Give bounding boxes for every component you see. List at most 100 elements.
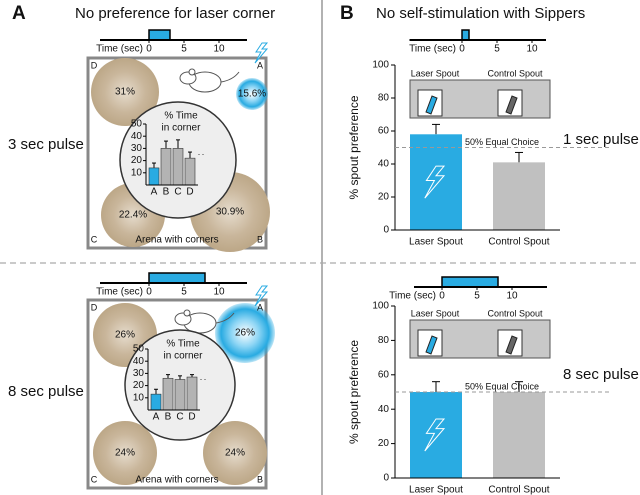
spout-label: Laser Spout [411, 308, 460, 318]
bar [160, 148, 172, 186]
bar [493, 162, 545, 230]
spout [505, 335, 518, 355]
y-tick-label: 60 [378, 126, 390, 137]
corner-percent: 24% [115, 448, 135, 459]
bar [410, 392, 462, 478]
y-tick-label: 20 [378, 192, 390, 203]
timeline-label: Time (sec) [409, 44, 456, 55]
x-tick-label: Laser Spout [409, 237, 463, 248]
spout [505, 95, 518, 115]
corner-letter: D [91, 302, 98, 312]
panel-letter: B [340, 3, 354, 24]
reference-label: 50% Equal Choice [465, 137, 539, 147]
y-tick-label: 10 [133, 392, 145, 403]
laser-bolt [254, 42, 269, 64]
inset-title: in corner [164, 351, 204, 362]
corner-zone [215, 303, 275, 363]
y-tick-label: 10 [131, 167, 143, 178]
y-tick-label: 60 [378, 369, 390, 380]
bar [162, 377, 174, 411]
spout [425, 335, 438, 355]
rat-ear [188, 68, 196, 76]
corner-percent: 31% [115, 87, 135, 98]
panel-title: No self-stimulation with Sippers [376, 5, 585, 22]
y-tick-label: 30 [133, 368, 145, 379]
corner-percent: 30.9% [216, 207, 244, 218]
y-tick-label: 20 [133, 380, 145, 391]
y-tick-label: 40 [133, 356, 145, 367]
x-tick-label: 5 [181, 287, 187, 298]
corner-zone [203, 421, 267, 485]
spout [425, 95, 438, 115]
bar [148, 167, 160, 186]
spout-label: Control Spout [487, 68, 543, 78]
x-tick-label: 10 [213, 44, 225, 55]
pulse-label: 8 sec pulse [8, 383, 84, 400]
laser-bolt [424, 165, 446, 199]
pulse [148, 29, 171, 41]
y-tick-label: 40 [131, 131, 143, 142]
rat-ear [183, 309, 191, 317]
y-tick-label: 40 [378, 404, 390, 415]
rat-tail [220, 71, 240, 83]
x-tick-label: B [163, 187, 170, 198]
inset-title: % Time [164, 111, 198, 122]
pulse [441, 276, 499, 288]
corner-percent: 24% [225, 448, 245, 459]
x-tick-label: Laser Spout [409, 485, 463, 495]
timeline-label: Time (sec) [96, 44, 143, 55]
x-tick-label: D [186, 187, 193, 198]
panel-letter: A [12, 3, 26, 24]
y-tick-label: 20 [131, 155, 143, 166]
panel-title: No preference for laser corner [75, 5, 275, 22]
x-tick-label: D [188, 412, 195, 423]
x-tick-label: B [165, 412, 172, 423]
y-tick-label: 100 [372, 301, 389, 312]
pulse-label: 1 sec pulse [563, 131, 639, 148]
bar [150, 393, 162, 411]
corner-zone [93, 421, 157, 485]
laser-bolt [424, 418, 446, 452]
bar [186, 376, 198, 411]
corner-percent: 22.4% [119, 210, 147, 221]
spout-label: Control Spout [487, 308, 543, 318]
arena-label: Arena with corners [135, 475, 218, 486]
corner-letter: D [91, 60, 98, 70]
bar [493, 392, 545, 478]
bar [174, 379, 186, 411]
y-tick-label: 40 [378, 159, 390, 170]
timeline-label: Time (sec) [96, 287, 143, 298]
arena-label: Arena with corners [135, 235, 218, 246]
y-axis-title: % spout preference [347, 95, 361, 199]
bar [172, 148, 184, 186]
x-tick-label: 0 [146, 44, 152, 55]
x-tick-label: 10 [213, 287, 225, 298]
x-tick-label: A [151, 187, 158, 198]
x-tick-label: Control Spout [488, 237, 549, 248]
y-tick-label: 20 [378, 438, 390, 449]
y-tick-label: 50 [131, 119, 143, 130]
corner-percent: 26% [115, 330, 135, 341]
y-tick-label: 50 [133, 344, 145, 355]
corner-zone [236, 78, 268, 110]
y-tick-label: 30 [131, 143, 143, 154]
y-tick-label: 0 [383, 473, 389, 484]
corner-percent: 26% [235, 328, 255, 339]
y-axis-title: % spout preference [347, 340, 361, 444]
x-tick-label: Control Spout [488, 485, 549, 495]
x-tick-label: 10 [506, 291, 518, 302]
corner-letter: C [91, 474, 98, 484]
timeline-label: Time (sec) [389, 291, 436, 302]
pulse-label: 3 sec pulse [8, 136, 84, 153]
x-tick-label: 0 [146, 287, 152, 298]
corner-zone [91, 58, 159, 126]
pulse [461, 29, 470, 41]
y-tick-label: 0 [383, 225, 389, 236]
y-tick-label: 100 [372, 60, 389, 71]
laser-bolt [254, 285, 269, 307]
rat-tail [215, 312, 235, 324]
x-tick-label: A [153, 412, 160, 423]
x-tick-label: 5 [181, 44, 187, 55]
corner-letter: B [257, 234, 263, 244]
